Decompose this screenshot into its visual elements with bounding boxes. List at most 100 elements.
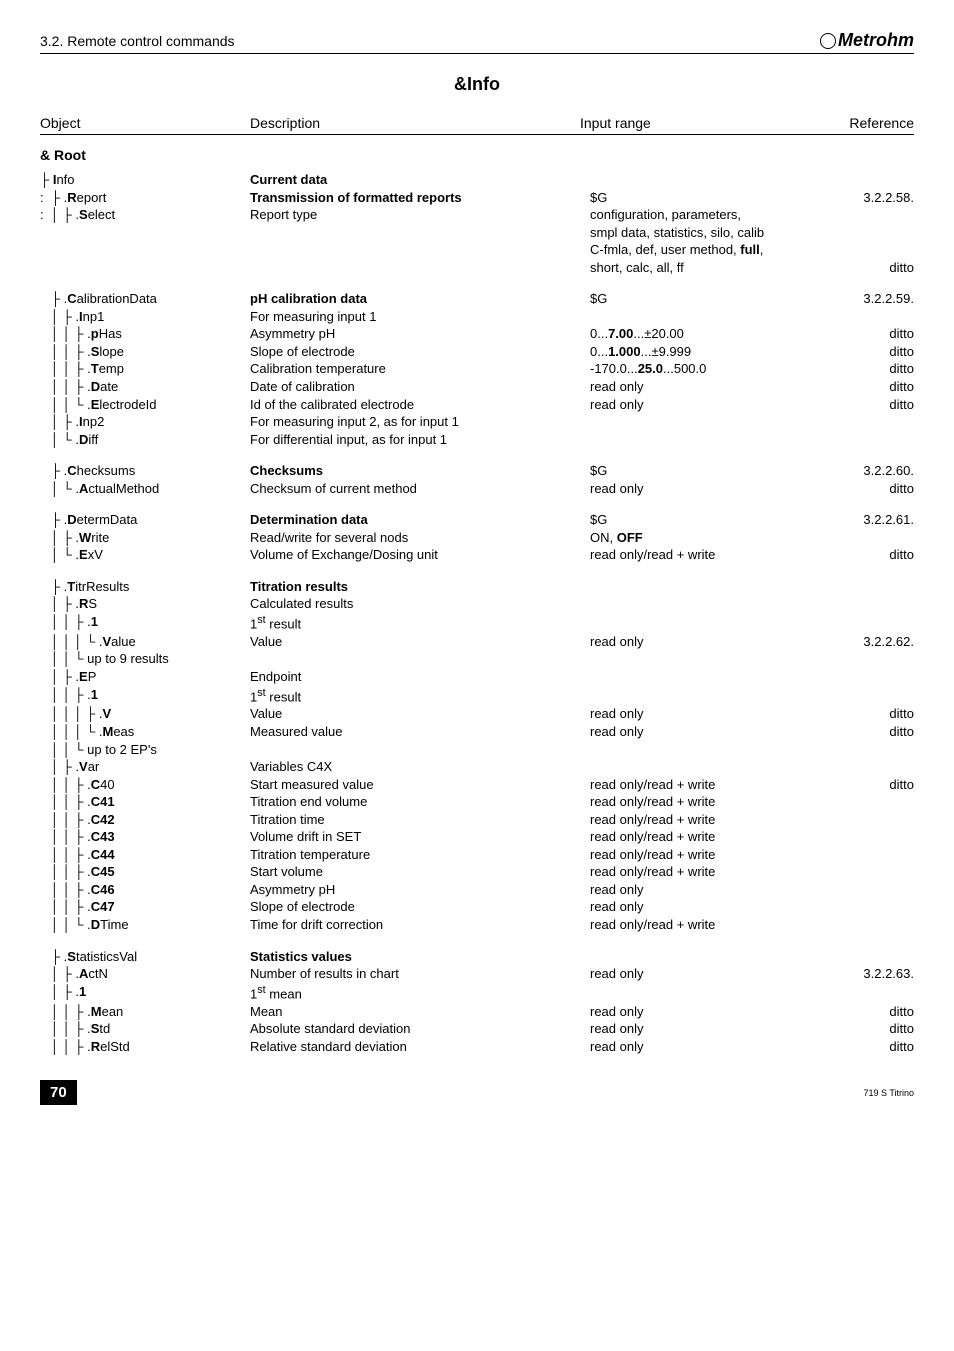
object-cell: │ └ .ActualMethod <box>40 480 250 498</box>
range-cell: read only <box>590 898 790 916</box>
description-cell: Absolute standard deviation <box>250 1020 590 1038</box>
object-cell: ├ .Checksums <box>40 462 250 480</box>
range-cell: $G <box>590 462 790 480</box>
command-row: │ │ ├ .C46Asymmetry pHread only <box>40 881 914 899</box>
range-cell: 0...7.00...±20.00 <box>590 325 790 343</box>
command-row: │ │ ├ .C43Volume drift in SETread only/r… <box>40 828 914 846</box>
description-cell: Calibration temperature <box>250 360 590 378</box>
range-cell: read only/read + write <box>590 846 790 864</box>
description-cell: Slope of electrode <box>250 898 590 916</box>
description-cell: Checksum of current method <box>250 480 590 498</box>
range-cell: read only <box>590 881 790 899</box>
command-row: │ └ .ExVVolume of Exchange/Dosing unitre… <box>40 546 914 564</box>
command-row: │ ├ .VarVariables C4X <box>40 758 914 776</box>
reference-cell: ditto <box>790 1003 914 1021</box>
reference-cell: ditto <box>790 343 914 361</box>
object-cell: │ │ ├ .C46 <box>40 881 250 899</box>
object-cell: │ ├ .Write <box>40 529 250 547</box>
description-cell: Statistics values <box>250 948 590 966</box>
reference-cell: ditto <box>790 705 914 723</box>
object-cell: ├ .StatisticsVal <box>40 948 250 966</box>
object-cell: │ ├ .RS <box>40 595 250 613</box>
range-cell: $G <box>590 511 790 529</box>
range-cell: read only/read + write <box>590 546 790 564</box>
command-row: │ │ ├ .RelStdRelative standard deviation… <box>40 1038 914 1056</box>
reference-cell: 3.2.2.62. <box>790 633 914 651</box>
range-cell: $G <box>590 290 790 308</box>
object-cell: : │ ├ .Select <box>40 206 250 224</box>
object-cell: │ │ ├ .Date <box>40 378 250 396</box>
object-cell: │ │ └ up to 9 results <box>40 650 250 668</box>
object-cell: │ │ ├ .C40 <box>40 776 250 794</box>
description-cell: Mean <box>250 1003 590 1021</box>
section-title: 3.2. Remote control commands <box>40 33 235 49</box>
range-cell: read only/read + write <box>590 811 790 829</box>
command-row: │ └ .ActualMethodChecksum of current met… <box>40 480 914 498</box>
description-cell: 1st mean <box>250 983 590 1003</box>
object-cell: │ └ .Diff <box>40 431 250 449</box>
command-block: ├ .TitrResultsTitration results │ ├ .RSC… <box>40 578 914 934</box>
description-cell: Start measured value <box>250 776 590 794</box>
command-row: ├ .ChecksumsChecksums$G3.2.2.60. <box>40 462 914 480</box>
object-cell: │ └ .ExV <box>40 546 250 564</box>
command-row: │ │ ├ .StdAbsolute standard deviationrea… <box>40 1020 914 1038</box>
description-cell: Measured value <box>250 723 590 741</box>
brand-logo: Metrohm <box>820 30 914 51</box>
command-row: ├ .DetermDataDetermination data$G3.2.2.6… <box>40 511 914 529</box>
command-row: │ │ ├ .C44Titration temperatureread only… <box>40 846 914 864</box>
object-cell: │ ├ .Var <box>40 758 250 776</box>
command-row: │ ├ .ActNNumber of results in chartread … <box>40 965 914 983</box>
command-row: │ │ └ .ElectrodeIdId of the calibrated e… <box>40 396 914 414</box>
object-cell: │ │ ├ .Mean <box>40 1003 250 1021</box>
command-row: │ ├ .Inp1For measuring input 1 <box>40 308 914 326</box>
description-cell: Titration end volume <box>250 793 590 811</box>
description-cell: Id of the calibrated electrode <box>250 396 590 414</box>
range-cell: configuration, parameters, <box>590 206 790 224</box>
description-cell: Volume of Exchange/Dosing unit <box>250 546 590 564</box>
object-cell: │ ├ .1 <box>40 983 250 1001</box>
page-title: &Info <box>40 74 914 95</box>
range-cell: read only <box>590 396 790 414</box>
range-cell: read only <box>590 723 790 741</box>
description-cell: pH calibration data <box>250 290 590 308</box>
reference-cell: ditto <box>790 378 914 396</box>
col-object: Object <box>40 115 250 131</box>
command-row: ├ .TitrResultsTitration results <box>40 578 914 596</box>
range-cell: read only <box>590 1003 790 1021</box>
object-cell: │ │ ├ .C47 <box>40 898 250 916</box>
command-row: │ ├ .EPEndpoint <box>40 668 914 686</box>
object-cell: │ │ ├ .C44 <box>40 846 250 864</box>
footer-model: 719 S Titrino <box>863 1088 914 1098</box>
reference-cell: ditto <box>790 259 914 277</box>
brand-text: Metrohm <box>838 30 914 50</box>
command-row: C-fmla, def, user method, full, <box>40 241 914 259</box>
range-cell: read only <box>590 480 790 498</box>
description-cell: For measuring input 1 <box>250 308 590 326</box>
description-cell: Volume drift in SET <box>250 828 590 846</box>
range-cell: 0...1.000...±9.999 <box>590 343 790 361</box>
reference-cell: 3.2.2.60. <box>790 462 914 480</box>
object-cell: ├ .DetermData <box>40 511 250 529</box>
object-cell: │ │ └ .DTime <box>40 916 250 934</box>
command-row: │ │ ├ .C42Titration timeread only/read +… <box>40 811 914 829</box>
command-row: ├ .CalibrationDatapH calibration data$G3… <box>40 290 914 308</box>
command-row: │ │ ├ .C41Titration end volumeread only/… <box>40 793 914 811</box>
description-cell: Endpoint <box>250 668 590 686</box>
object-cell: │ │ ├ .C41 <box>40 793 250 811</box>
command-row: │ │ ├ .C40Start measured valueread only/… <box>40 776 914 794</box>
object-cell: │ │ │ ├ .V <box>40 705 250 723</box>
description-cell: Start volume <box>250 863 590 881</box>
object-cell: │ │ ├ .pHas <box>40 325 250 343</box>
range-cell: read only <box>590 378 790 396</box>
description-cell: Titration time <box>250 811 590 829</box>
description-cell: Slope of electrode <box>250 343 590 361</box>
command-row: ├ InfoCurrent data <box>40 171 914 189</box>
description-cell: Checksums <box>250 462 590 480</box>
reference-cell: ditto <box>790 360 914 378</box>
object-cell: │ │ ├ .Slope <box>40 343 250 361</box>
object-cell: │ │ └ .ElectrodeId <box>40 396 250 414</box>
command-row: │ │ └ up to 9 results <box>40 650 914 668</box>
range-cell: -170.0...25.0...500.0 <box>590 360 790 378</box>
command-row: │ │ ├ .C47Slope of electroderead only <box>40 898 914 916</box>
description-cell: Titration results <box>250 578 590 596</box>
